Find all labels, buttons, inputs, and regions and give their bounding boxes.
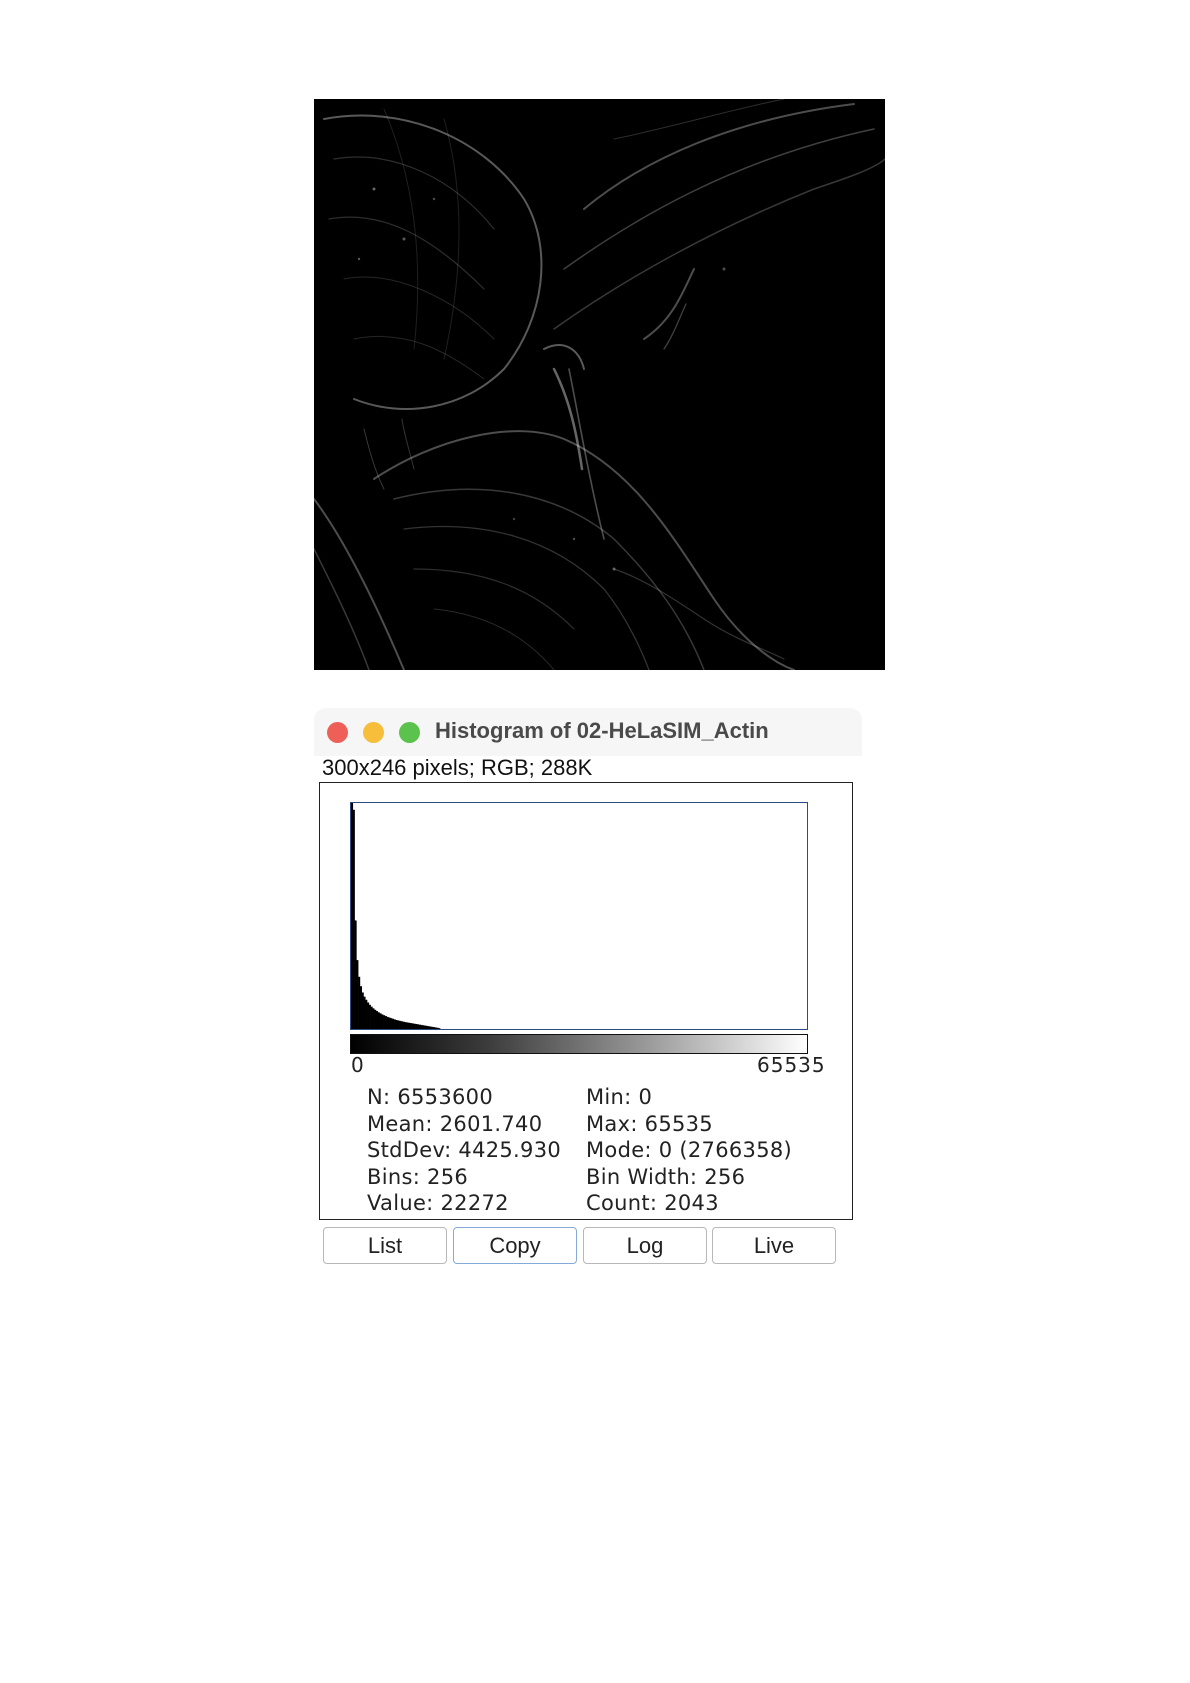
histogram-bar [432,1027,436,1029]
log-button[interactable]: Log [583,1227,707,1264]
live-button[interactable]: Live [712,1227,836,1264]
histogram-bar [406,1022,409,1029]
stat-n: N: 6553600 [367,1085,493,1109]
zoom-icon[interactable] [399,722,420,743]
image-info: 300x246 pixels; RGB; 288K [322,755,593,780]
stat-bin-width: Bin Width: 256 [586,1165,746,1189]
histogram-bar [363,996,366,1029]
histogram-bar [420,1024,423,1029]
histogram-bar [386,1016,389,1029]
histogram-bar [409,1023,412,1029]
stat-mean: Mean: 2601.740 [367,1112,543,1136]
histogram-bar [413,1023,416,1029]
list-button[interactable]: List [323,1227,447,1264]
axis-min-label: 0 [351,1053,365,1077]
histogram-bar [427,1026,430,1029]
stat-stddev: StdDev: 4425.930 [367,1138,562,1162]
histogram-bar [383,1015,386,1029]
histogram-bar [424,1025,427,1029]
histogram-bar [429,1026,432,1029]
histogram-bar [361,992,364,1029]
histogram-bar [368,1004,371,1029]
actin-image [314,99,885,670]
title-bar[interactable]: Histogram of 02-HeLaSIM_Actin [314,708,862,756]
histogram-bar [365,999,368,1029]
histogram-bar [374,1009,377,1029]
histogram-bar [375,1011,379,1029]
histogram-bar [422,1025,425,1029]
stat-value: Value: 22272 [367,1191,509,1215]
histogram-bar [431,1026,434,1029]
histogram-plot[interactable] [350,802,808,1030]
stat-bins: Bins: 256 [367,1165,469,1189]
histogram-bar [408,1022,411,1029]
histogram-bar [381,1014,384,1029]
histogram-bar [377,1012,380,1029]
histogram-bar [354,920,357,1029]
stat-min: Min: 0 [586,1085,653,1109]
histogram-bar [411,1023,414,1029]
histogram-bar [438,1028,441,1029]
histogram-bar [404,1022,407,1029]
window-title: Histogram of 02-HeLaSIM_Actin [435,718,769,743]
copy-button[interactable]: Copy [453,1227,577,1264]
histogram-bar [367,1002,370,1029]
histogram-bar [400,1021,403,1029]
histogram-bar [402,1021,405,1029]
histogram-bar [390,1018,393,1029]
histogram-bar [370,1006,373,1029]
histogram-bar [393,1019,396,1029]
histogram-bar [434,1027,437,1029]
histogram-bar [418,1024,421,1029]
histogram-bar [436,1027,439,1029]
intensity-gradient-bar [350,1034,808,1054]
histogram-bar [356,960,359,1029]
histogram-bar [352,809,355,1029]
stat-max: Max: 65535 [586,1112,713,1136]
histogram-bar [388,1017,391,1029]
histogram-bar [384,1016,387,1029]
histogram-bar [399,1020,402,1029]
histogram-bar [351,803,354,1029]
stat-mode: Mode: 0 (2766358) [586,1138,793,1162]
stat-count: Count: 2043 [586,1191,719,1215]
histogram-bar [397,1020,400,1029]
histogram-bar [416,1024,419,1029]
histogram-bar [358,976,361,1029]
axis-max-label: 65535 [757,1053,826,1077]
histogram-bar [359,986,362,1029]
histogram-bar [395,1020,398,1029]
histogram-bar [391,1018,395,1029]
close-icon[interactable] [327,722,348,743]
histogram-bar [379,1013,382,1029]
histogram-bar [425,1025,428,1029]
minimize-icon[interactable] [363,722,384,743]
histogram-bar [415,1023,418,1029]
histogram-bar [372,1008,375,1029]
